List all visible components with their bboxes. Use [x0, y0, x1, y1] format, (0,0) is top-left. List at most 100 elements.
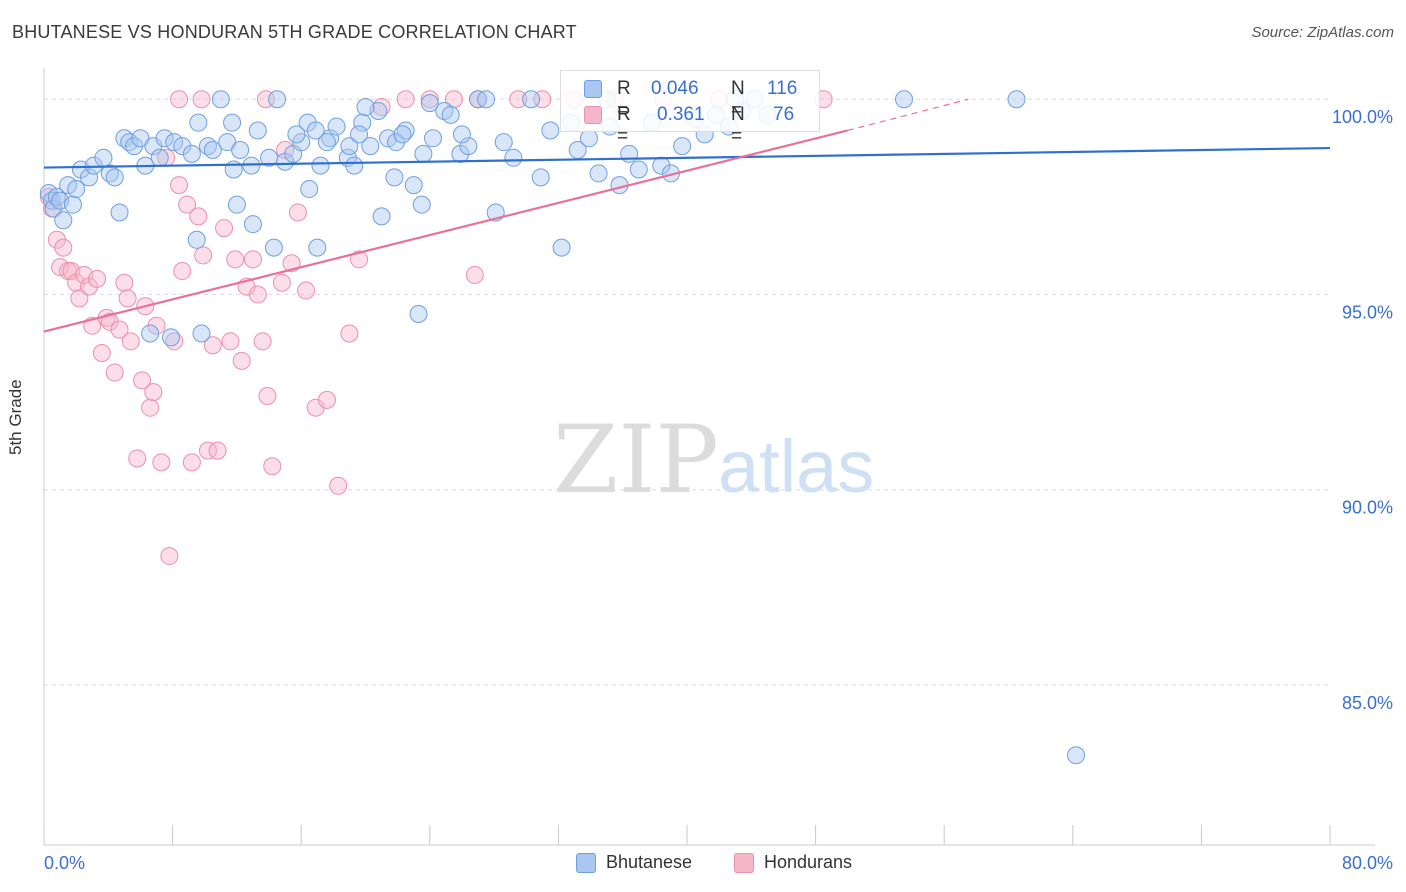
hondurans-point — [160, 547, 179, 566]
gridlines — [44, 98, 1330, 686]
bhutanese-point — [459, 137, 478, 156]
bhutanese-point — [895, 90, 914, 109]
bhutanese-point — [673, 137, 692, 156]
n-label: N = — [731, 78, 745, 121]
bhutanese-point — [155, 129, 174, 148]
hondurans-point — [317, 390, 336, 409]
bhutanese-point — [80, 168, 99, 187]
hondurans-point — [396, 90, 415, 109]
bhutanese-point — [552, 238, 571, 257]
watermark-zip: ZIP — [553, 406, 719, 515]
bhutanese-point — [361, 137, 380, 156]
x-tick-labels: 0.0% 80.0% — [44, 853, 1393, 873]
hondurans-point — [189, 207, 208, 226]
bhutanese-point — [150, 148, 169, 167]
hondurans-point — [232, 351, 251, 370]
correlation-legend: R = 0.046 N = 116 R = 0.361 N = 76 — [560, 70, 820, 147]
bhutanese-point — [203, 140, 222, 159]
hondurans-point — [297, 281, 316, 300]
r-label: R = — [617, 78, 631, 121]
x-tick-label-min: 0.0% — [44, 853, 85, 873]
bhutanese-point — [409, 304, 428, 323]
hondurans-point — [110, 320, 129, 339]
y-tick-label: 95.0% — [1342, 302, 1393, 322]
bhutanese-point — [192, 324, 211, 343]
bhutanese-point — [67, 180, 86, 199]
hondurans-point — [182, 453, 201, 472]
hondurans-point — [100, 312, 119, 331]
bhutanese-point — [404, 176, 423, 195]
hondurans-point — [509, 90, 528, 109]
bhutanese-point — [504, 148, 523, 167]
bhutanese-point — [531, 168, 550, 187]
chart-title: BHUTANESE VS HONDURAN 5TH GRADE CORRELAT… — [12, 22, 577, 42]
hondurans-point — [118, 289, 137, 308]
bhutanese-point — [579, 129, 598, 148]
bhutanese-point — [231, 140, 250, 159]
bhutanese-point — [311, 156, 330, 175]
bhutanese-point — [420, 94, 439, 113]
bhutanese-point — [452, 125, 471, 144]
r-value: 0.046 — [651, 78, 699, 99]
bhutanese-point — [173, 137, 192, 156]
y-tick-labels: 100.0% 95.0% 90.0% 85.0% — [1332, 107, 1393, 713]
y-axis-label: 5th Grade — [6, 379, 25, 455]
hondurans-point — [263, 457, 282, 476]
bhutanese-point — [345, 156, 364, 175]
hondurans-point — [465, 265, 484, 284]
bhutanese-point — [353, 113, 372, 132]
n-label: N = — [731, 104, 745, 147]
hondurans-legend-swatch — [734, 852, 754, 873]
bhutanese-point — [141, 324, 160, 343]
bhutanese-swatch — [584, 80, 602, 98]
hondurans-point — [70, 289, 89, 308]
source-label: Source: ZipAtlas.com — [1251, 24, 1394, 41]
bhutanese-point — [372, 207, 391, 226]
watermark-atlas: atlas — [718, 425, 874, 508]
hondurans-point — [144, 383, 163, 402]
hondurans-point — [194, 246, 213, 265]
bhutanese-point — [110, 203, 129, 222]
bhutanese-point — [94, 148, 113, 167]
r-value: 0.361 — [657, 104, 705, 125]
legend-item-hondurans[interactable]: Hondurans — [734, 852, 852, 873]
bhutanese-point — [223, 113, 242, 132]
bhutanese-point — [541, 121, 560, 140]
hondurans-point — [170, 90, 189, 109]
legend-item-bhutanese[interactable]: Bhutanese — [576, 852, 692, 873]
bhutanese-point — [211, 90, 230, 109]
hondurans-point — [115, 273, 134, 292]
hondurans-swatch — [584, 106, 602, 124]
hondurans-regression-extension — [847, 98, 969, 132]
bhutanese-point — [494, 133, 513, 152]
hondurans-point — [128, 449, 147, 468]
y-tick-label: 85.0% — [1342, 693, 1393, 713]
hondurans-point — [340, 324, 359, 343]
hondurans-point — [248, 285, 267, 304]
y-tick-label: 90.0% — [1342, 498, 1393, 518]
hondurans-point — [288, 203, 307, 222]
bhutanese-point — [187, 230, 206, 249]
legend-label-bhutanese: Bhutanese — [606, 852, 693, 872]
bhutanese-point — [242, 156, 261, 175]
bhutanese-point — [227, 195, 246, 214]
hondurans-point — [258, 386, 277, 405]
n-value: 116 — [767, 78, 798, 99]
hondurans-point — [88, 269, 107, 288]
bhutanese-point — [268, 90, 287, 109]
hondurans-point — [215, 219, 234, 238]
hondurans-point — [170, 176, 189, 195]
hondurans-point — [178, 195, 197, 214]
bhutanese-point — [589, 164, 608, 183]
bhutanese-point — [189, 113, 208, 132]
bhutanese-point — [393, 125, 412, 144]
x-axis — [43, 68, 1375, 846]
bhutanese-point — [441, 105, 460, 124]
hondurans-point — [152, 453, 171, 472]
n-value: 76 — [773, 104, 795, 125]
bhutanese-point — [477, 90, 496, 109]
bhutanese-point — [350, 125, 369, 144]
bhutanese-point — [248, 121, 267, 140]
bhutanese-point — [522, 90, 541, 109]
